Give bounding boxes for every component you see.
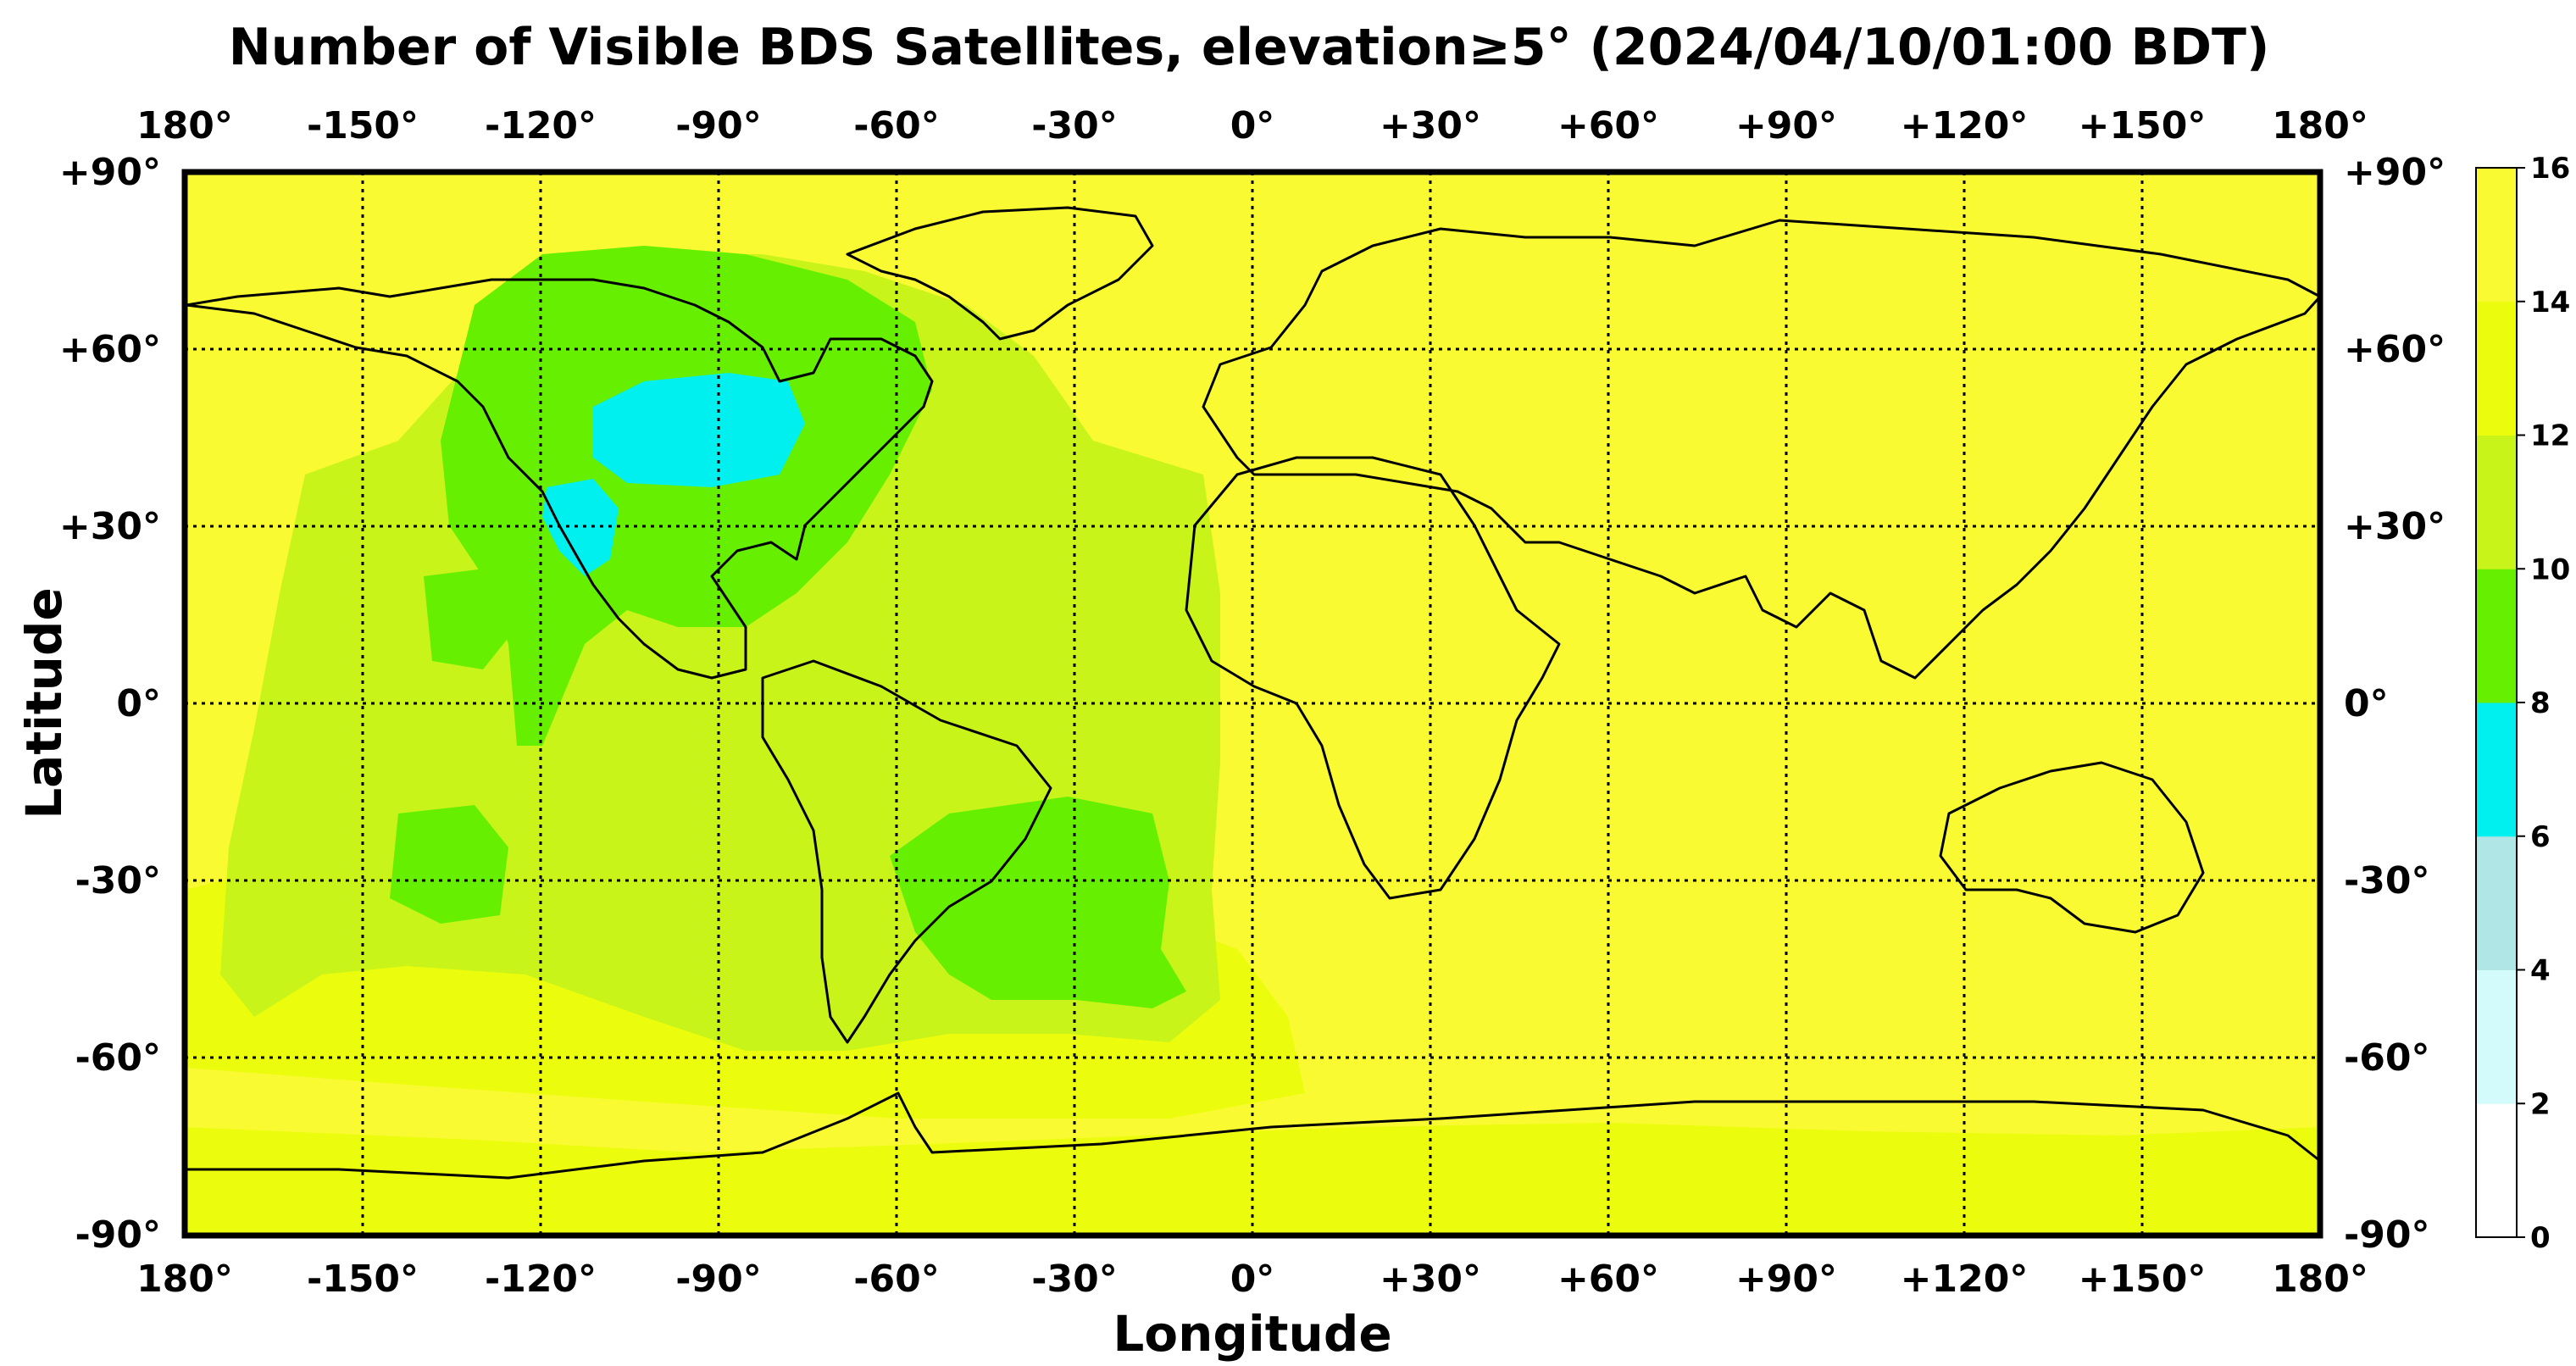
colorbar: 0 2 4 6 8 10 12 14 16 — [2475, 152, 2570, 1255]
lon-tick-bottom: +30° — [1380, 1258, 1481, 1301]
lon-tick-bottom: -150° — [307, 1258, 419, 1301]
lon-tick-bottom: -90° — [675, 1258, 762, 1301]
colorbar-tick-label: 6 — [2530, 820, 2551, 854]
count-fill-regions — [185, 246, 2320, 1236]
lon-tick-bottom: -60° — [853, 1258, 940, 1301]
region-level-8-10-north-america — [441, 246, 932, 746]
lat-tick-right: +90° — [2344, 151, 2446, 194]
colorbar-tick-label: 16 — [2530, 152, 2570, 186]
coastlines — [185, 206, 2320, 1180]
lon-tick-top: +90° — [1735, 104, 1837, 147]
lat-tick-left: +60° — [59, 328, 161, 371]
graticule — [185, 172, 2320, 1236]
region-level-8-10-south-atlantic — [890, 797, 1186, 1008]
lon-tick-top: -30° — [1031, 104, 1118, 147]
colorbar-segment — [2476, 168, 2517, 303]
region-level-8-10-pacific-b — [424, 568, 517, 669]
y-axis-label: Latitude — [15, 587, 73, 819]
chart-title: Number of Visible BDS Satellites, elevat… — [229, 18, 2270, 77]
lat-tick-right: -60° — [2344, 1036, 2430, 1080]
lon-tick-top: 0° — [1230, 104, 1275, 147]
lon-tick-top: -60° — [853, 104, 940, 147]
lon-tick-bottom: 180° — [136, 1258, 233, 1301]
lon-tick-bottom: +150° — [2079, 1258, 2207, 1301]
lat-ticks-right: +90° +60° +30° 0° -30° -60° -90° — [2344, 151, 2446, 1257]
colorbar-tick-label: 8 — [2530, 686, 2551, 720]
lon-tick-bottom: +60° — [1557, 1258, 1659, 1301]
colorbar-segment — [2476, 836, 2517, 970]
lat-tick-left: -90° — [75, 1213, 162, 1257]
lon-tick-top: +60° — [1557, 104, 1659, 147]
lat-tick-right: -30° — [2344, 859, 2430, 902]
lat-ticks-left: +90° +60° +30° 0° -30° -60° -90° — [59, 151, 161, 1257]
coastline-north-america — [185, 278, 934, 680]
lat-tick-left: 0° — [116, 682, 161, 725]
lon-tick-top: 180° — [2272, 104, 2368, 147]
colorbar-segments — [2476, 168, 2517, 1238]
lat-tick-left: +90° — [59, 151, 161, 194]
lon-tick-top: -90° — [675, 104, 762, 147]
colorbar-tick-label: 14 — [2530, 286, 2570, 319]
lon-tick-bottom: +90° — [1735, 1258, 1837, 1301]
lon-ticks-bottom: 180° -150° -120° -90° -60° -30° 0° +30° … — [136, 1258, 2368, 1301]
lat-tick-left: -30° — [75, 859, 162, 902]
colorbar-tick-label: 10 — [2530, 553, 2570, 586]
colorbar-segment — [2476, 301, 2517, 436]
map-frame — [181, 169, 2323, 1239]
lat-tick-right: -90° — [2344, 1213, 2430, 1257]
lon-tick-top: +150° — [2079, 104, 2207, 147]
lon-ticks-top: 180° -150° -120° -90° -60° -30° 0° +30° … — [136, 104, 2368, 147]
lon-tick-bottom: -30° — [1031, 1258, 1118, 1301]
lon-tick-bottom: 180° — [2272, 1258, 2368, 1301]
region-level-6-8-great-plains — [593, 373, 805, 487]
colorbar-segment — [2476, 1103, 2517, 1238]
colorbar-segment — [2476, 969, 2517, 1104]
lon-tick-top: 180° — [136, 104, 233, 147]
coastline-australia — [1939, 761, 2205, 934]
lat-tick-right: +60° — [2344, 328, 2446, 371]
colorbar-segment — [2476, 435, 2517, 569]
lon-tick-top: -150° — [307, 104, 419, 147]
map-plot-area — [185, 172, 2320, 1236]
lon-tick-bottom: 0° — [1230, 1258, 1275, 1301]
region-level-6-8-mexico — [542, 479, 619, 576]
lon-tick-top: +30° — [1380, 104, 1481, 147]
coastline-eurasia — [1202, 219, 2320, 680]
lon-tick-bottom: -120° — [485, 1258, 597, 1301]
lon-tick-bottom: +120° — [1901, 1258, 2029, 1301]
coastline-greenland — [846, 206, 1154, 341]
colorbar-tick-label: 0 — [2530, 1221, 2551, 1255]
coastline-south-america — [761, 659, 1052, 1044]
colorbar-tick-label: 2 — [2530, 1087, 2551, 1121]
lon-tick-top: +120° — [1901, 104, 2029, 147]
region-level-8-10-pacific-a — [390, 805, 508, 924]
lon-tick-top: -120° — [485, 104, 597, 147]
x-axis-label: Longitude — [1113, 1305, 1391, 1363]
colorbar-tick-label: 12 — [2530, 419, 2570, 453]
lat-tick-left: +30° — [59, 505, 161, 548]
colorbar-segment — [2476, 569, 2517, 703]
lat-tick-right: +30° — [2344, 505, 2446, 548]
coastline-antarctica — [185, 1091, 2320, 1180]
coastline-africa — [1185, 456, 1561, 900]
lat-tick-left: -60° — [75, 1036, 162, 1080]
colorbar-tick-label: 4 — [2530, 954, 2551, 988]
colorbar-labels: 0 2 4 6 8 10 12 14 16 — [2517, 152, 2570, 1255]
colorbar-segment — [2476, 702, 2517, 837]
lat-tick-right: 0° — [2344, 682, 2389, 725]
